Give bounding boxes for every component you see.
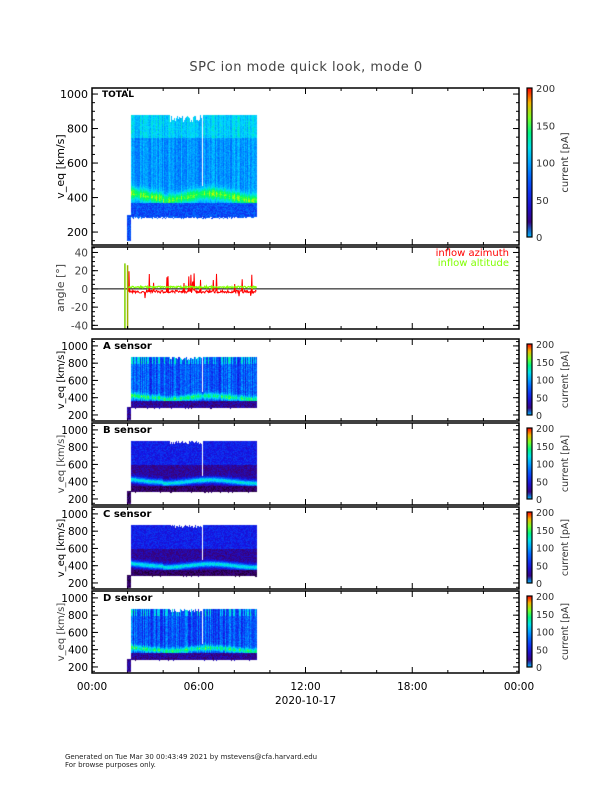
x-tick-label: 06:00 xyxy=(184,681,214,693)
x-tick-label: 00:00 xyxy=(77,681,107,693)
colorbar-gradient xyxy=(526,595,533,668)
x-tick-label: 18:00 xyxy=(397,681,427,693)
colorbar-gradient xyxy=(526,343,533,416)
colorbar-tick-label: 100 xyxy=(536,460,554,471)
y-tick-label: 1000 xyxy=(61,341,88,353)
y-tick-label: 400 xyxy=(67,192,88,205)
colorbar-tick-label: 200 xyxy=(536,84,555,95)
y-tick-label: 40 xyxy=(75,247,88,259)
colorbar-gradient xyxy=(526,511,533,584)
inflow-altitude-line xyxy=(128,284,258,290)
y-tick-label: 200 xyxy=(67,226,88,239)
y-tick-label: 1000 xyxy=(61,509,88,521)
colorbar-label: current [pA] xyxy=(560,435,571,492)
footer: Generated on Tue Mar 30 00:43:49 2021 by… xyxy=(65,753,317,769)
y-tick-label: 20 xyxy=(75,266,88,278)
y-axis-label: v_eq [km/s] xyxy=(56,519,67,578)
colorbar: 0 50 100 150 200 current [pA] xyxy=(526,508,571,590)
y-tick-label: 0 xyxy=(81,284,88,296)
y-axis-label: v_eq [km/s] xyxy=(56,351,67,410)
plot-title: SPC ion mode quick look, mode 0 xyxy=(189,60,423,75)
inflow-azimuth-line xyxy=(128,271,257,299)
colorbar-gradient xyxy=(526,87,533,238)
y-tick-label: 200 xyxy=(68,494,88,506)
y-tick-label: 400 xyxy=(68,477,88,489)
spectrogram-b xyxy=(92,423,519,505)
colorbar-tick-label: 200 xyxy=(536,340,554,351)
y-tick-label: 1000 xyxy=(61,425,88,437)
x-axis-date-label: 2020-10-17 xyxy=(275,695,336,707)
colorbar-label: current [pA] xyxy=(560,351,571,408)
y-tick-label: 800 xyxy=(68,610,88,622)
footer-generated: Generated on Tue Mar 30 00:43:49 2021 by… xyxy=(65,753,318,761)
colorbar-label: current [pA] xyxy=(560,519,571,576)
y-tick-label: 1000 xyxy=(61,593,88,605)
y-tick-label: 800 xyxy=(68,526,88,538)
legend-inflow-altitude: inflow altitude xyxy=(438,258,509,269)
y-tick-label: 600 xyxy=(68,543,88,555)
colorbar: 0 50 100 150 200 current [pA] xyxy=(526,84,571,244)
y-axis-label: v_eq [km/s] xyxy=(56,435,67,494)
colorbar-tick-label: 150 xyxy=(536,526,554,537)
y-tick-label: 800 xyxy=(68,358,88,370)
y-tick-label: 1000 xyxy=(60,88,88,101)
y-tick-label: -40 xyxy=(71,320,88,332)
y-axis-label: v_eq [km/s] xyxy=(56,603,67,662)
y-tick-label: 200 xyxy=(68,578,88,590)
footer-disclaimer: For browse purposes only. xyxy=(65,761,156,769)
x-tick-label: 12:00 xyxy=(290,681,320,693)
colorbar-tick-label: 200 xyxy=(536,592,554,603)
colorbar: 0 50 100 150 200 current [pA] xyxy=(526,424,571,506)
y-tick-label: 600 xyxy=(68,627,88,639)
legend-inflow-azimuth: inflow azimuth xyxy=(436,248,509,259)
y-tick-label: 600 xyxy=(68,375,88,387)
colorbar-tick-label: 200 xyxy=(536,508,554,519)
y-tick-label: 200 xyxy=(68,662,88,674)
y-tick-label: 400 xyxy=(68,645,88,657)
y-tick-label: 400 xyxy=(68,393,88,405)
colorbar-tick-label: 100 xyxy=(536,159,555,170)
colorbar-tick-label: 150 xyxy=(536,610,554,621)
y-tick-label: 600 xyxy=(68,459,88,471)
y-tick-label: 600 xyxy=(67,157,88,170)
colorbar-tick-label: 150 xyxy=(536,121,555,132)
colorbar-tick-label: 0 xyxy=(536,663,542,674)
colorbar-tick-label: 0 xyxy=(536,411,542,422)
colorbar-tick-label: 50 xyxy=(536,477,548,488)
colorbar-tick-label: 0 xyxy=(536,233,542,244)
y-tick-label: -20 xyxy=(71,302,88,314)
spectrogram-d xyxy=(92,591,519,673)
colorbar-tick-label: 150 xyxy=(536,358,554,369)
y-axis-label: angle [°] xyxy=(54,264,67,312)
colorbar-gradient xyxy=(526,427,533,500)
colorbar-tick-label: 50 xyxy=(536,645,548,656)
colorbar-tick-label: 200 xyxy=(536,424,554,435)
spectrogram-c xyxy=(92,507,519,589)
colorbar-tick-label: 150 xyxy=(536,442,554,453)
y-tick-label: 800 xyxy=(68,442,88,454)
colorbar-tick-label: 50 xyxy=(536,196,549,207)
y-tick-label: 800 xyxy=(67,123,88,136)
colorbar-label: current [pA] xyxy=(560,603,571,660)
colorbar-label: current [pA] xyxy=(560,132,571,192)
y-tick-label: 200 xyxy=(68,410,88,422)
colorbar-tick-label: 0 xyxy=(536,579,542,590)
y-tick-label: 400 xyxy=(68,561,88,573)
colorbar-tick-label: 100 xyxy=(536,376,554,387)
y-axis-label: v_eq [km/s] xyxy=(54,134,67,198)
colorbar: 0 50 100 150 200 current [pA] xyxy=(526,592,571,674)
colorbar-tick-label: 0 xyxy=(536,495,542,506)
x-tick-label: 00:00 xyxy=(504,681,534,693)
colorbar-tick-label: 50 xyxy=(536,393,548,404)
colorbar-tick-label: 100 xyxy=(536,544,554,555)
colorbar-tick-label: 100 xyxy=(536,628,554,639)
colorbar-tick-label: 50 xyxy=(536,561,548,572)
colorbar: 0 50 100 150 200 current [pA] xyxy=(526,340,571,422)
spectrogram-a xyxy=(92,339,519,421)
spectrogram-total xyxy=(92,88,519,245)
